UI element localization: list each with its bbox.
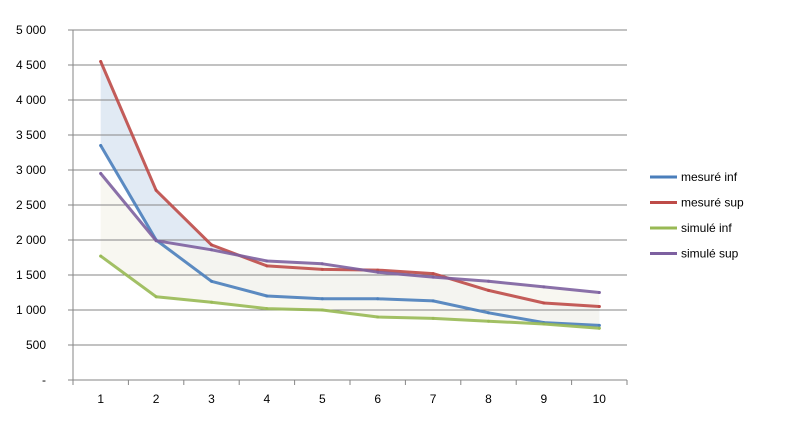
y-tick-label: 500 bbox=[26, 338, 46, 352]
series-4-point bbox=[487, 279, 490, 283]
series-1-point bbox=[265, 294, 269, 298]
series-1-point bbox=[597, 323, 601, 327]
series-4-point bbox=[265, 259, 269, 263]
series-4-point bbox=[597, 291, 601, 294]
legend-label-2: mesuré sup bbox=[681, 196, 744, 210]
x-tick-label: 8 bbox=[485, 392, 492, 406]
series-1-point bbox=[320, 297, 324, 301]
series-2-point bbox=[542, 301, 546, 305]
series-4-point bbox=[320, 262, 324, 266]
range-bands bbox=[100, 61, 600, 329]
y-tick-label: 1 500 bbox=[16, 268, 46, 282]
x-tick-label: 7 bbox=[430, 392, 437, 406]
series-1-point bbox=[487, 311, 490, 315]
series-2-point bbox=[265, 264, 269, 268]
legend-label-4: simulé sup bbox=[681, 247, 739, 261]
x-tick-label: 6 bbox=[374, 392, 381, 406]
series-2-point bbox=[597, 305, 601, 308]
series-2-point bbox=[154, 188, 158, 192]
x-tick-labels: 1 2 3 4 5 6 7 8 9 10 bbox=[97, 392, 606, 406]
series-3-point bbox=[99, 254, 103, 258]
y-tick-label: 4 500 bbox=[16, 58, 46, 72]
series-3-point bbox=[597, 326, 601, 330]
series-4-point bbox=[376, 270, 380, 274]
legend: mesuré inf mesuré sup simulé inf simulé sup bbox=[650, 170, 744, 261]
range-band-2 bbox=[100, 173, 600, 329]
y-tick-label: 5 000 bbox=[16, 23, 46, 37]
series-4-point bbox=[542, 285, 546, 289]
x-tick-label: 1 bbox=[97, 392, 104, 406]
series-4-line bbox=[99, 172, 601, 294]
series-4-point bbox=[154, 239, 158, 243]
series-3-line bbox=[99, 254, 601, 330]
series-1-point bbox=[431, 299, 435, 303]
x-tick-label: 5 bbox=[319, 392, 326, 406]
y-tick-label: 1 000 bbox=[16, 303, 46, 317]
x-tick-label: 2 bbox=[153, 392, 160, 406]
y-tick-label: - bbox=[42, 373, 46, 387]
x-tick-label: 4 bbox=[264, 392, 271, 406]
legend-label-1: mesuré inf bbox=[681, 170, 738, 184]
y-tick-label: 2 000 bbox=[16, 233, 46, 247]
series-3-point bbox=[376, 315, 380, 319]
series-3-point bbox=[487, 319, 490, 323]
y-tick-label: 3 500 bbox=[16, 128, 46, 142]
legend-label-3: simulé inf bbox=[681, 221, 732, 235]
series-1-point bbox=[210, 279, 213, 283]
series-2-point bbox=[99, 60, 103, 63]
series-lines bbox=[99, 60, 601, 330]
series-1-line bbox=[99, 144, 601, 327]
series-4-point bbox=[431, 275, 435, 279]
y-tick-label: 4 000 bbox=[16, 93, 46, 107]
x-tick-label: 10 bbox=[593, 392, 607, 406]
series-2-line bbox=[99, 60, 601, 308]
series-3-point bbox=[542, 322, 546, 326]
series-4-point bbox=[99, 172, 103, 175]
series-3-point bbox=[154, 295, 158, 299]
axes bbox=[72, 30, 628, 385]
gridlines bbox=[68, 29, 627, 381]
series-2-point bbox=[431, 272, 435, 276]
series-3-point bbox=[320, 308, 324, 312]
series-1-point bbox=[376, 297, 380, 301]
y-tick-label: 3 000 bbox=[16, 163, 46, 177]
series-4-point bbox=[210, 248, 213, 252]
x-tick-label: 3 bbox=[208, 392, 215, 406]
y-tick-labels: - 500 1 000 1 500 2 000 2 500 3 000 3 500 4 000 4… bbox=[16, 23, 46, 387]
x-tick-label: 9 bbox=[541, 392, 548, 406]
series-1-point bbox=[99, 144, 103, 147]
y-tick-label: 2 500 bbox=[16, 198, 46, 212]
series-2-point bbox=[487, 288, 490, 292]
series-3-point bbox=[265, 307, 269, 311]
series-2-point bbox=[210, 243, 213, 247]
series-2-point bbox=[320, 267, 324, 271]
series-3-point bbox=[431, 316, 435, 320]
series-3-point bbox=[210, 300, 213, 304]
